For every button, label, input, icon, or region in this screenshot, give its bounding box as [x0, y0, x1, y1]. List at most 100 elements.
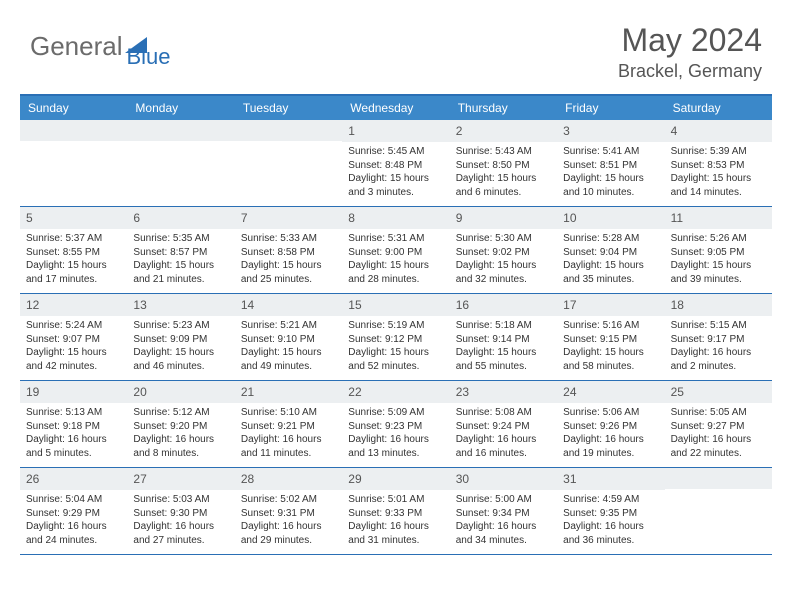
day-number: 14 — [235, 294, 342, 316]
sunrise-line: Sunrise: 5:10 AM — [241, 406, 336, 420]
day-body: Sunrise: 5:23 AMSunset: 9:09 PMDaylight:… — [127, 316, 234, 377]
sunset-line: Sunset: 9:35 PM — [563, 507, 658, 521]
day-cell: 5Sunrise: 5:37 AMSunset: 8:55 PMDaylight… — [20, 207, 127, 293]
day-body: Sunrise: 5:10 AMSunset: 9:21 PMDaylight:… — [235, 403, 342, 464]
sunset-line: Sunset: 9:33 PM — [348, 507, 443, 521]
day-number: 17 — [557, 294, 664, 316]
day-body: Sunrise: 5:39 AMSunset: 8:53 PMDaylight:… — [665, 142, 772, 203]
day-body: Sunrise: 5:08 AMSunset: 9:24 PMDaylight:… — [450, 403, 557, 464]
day-cell: 31Sunrise: 4:59 AMSunset: 9:35 PMDayligh… — [557, 468, 664, 554]
weekday-fri: Friday — [557, 96, 664, 120]
weekday-sat: Saturday — [665, 96, 772, 120]
sunset-line: Sunset: 9:04 PM — [563, 246, 658, 260]
day-body: Sunrise: 5:31 AMSunset: 9:00 PMDaylight:… — [342, 229, 449, 290]
day-body: Sunrise: 5:37 AMSunset: 8:55 PMDaylight:… — [20, 229, 127, 290]
day-number: 30 — [450, 468, 557, 490]
day-number: 15 — [342, 294, 449, 316]
empty-cell — [665, 468, 772, 554]
day-body: Sunrise: 5:43 AMSunset: 8:50 PMDaylight:… — [450, 142, 557, 203]
day-cell: 11Sunrise: 5:26 AMSunset: 9:05 PMDayligh… — [665, 207, 772, 293]
day-body: Sunrise: 5:12 AMSunset: 9:20 PMDaylight:… — [127, 403, 234, 464]
weekday-thu: Thursday — [450, 96, 557, 120]
day-cell: 22Sunrise: 5:09 AMSunset: 9:23 PMDayligh… — [342, 381, 449, 467]
day-cell: 3Sunrise: 5:41 AMSunset: 8:51 PMDaylight… — [557, 120, 664, 206]
day-body: Sunrise: 5:01 AMSunset: 9:33 PMDaylight:… — [342, 490, 449, 551]
day-number: 27 — [127, 468, 234, 490]
daylight-line: Daylight: 16 hours and 31 minutes. — [348, 520, 443, 547]
day-body: Sunrise: 5:05 AMSunset: 9:27 PMDaylight:… — [665, 403, 772, 464]
daylight-line: Daylight: 15 hours and 21 minutes. — [133, 259, 228, 286]
sunrise-line: Sunrise: 5:45 AM — [348, 145, 443, 159]
day-cell: 15Sunrise: 5:19 AMSunset: 9:12 PMDayligh… — [342, 294, 449, 380]
day-body: Sunrise: 5:00 AMSunset: 9:34 PMDaylight:… — [450, 490, 557, 551]
sunset-line: Sunset: 9:02 PM — [456, 246, 551, 260]
daylight-line: Daylight: 15 hours and 32 minutes. — [456, 259, 551, 286]
day-cell: 17Sunrise: 5:16 AMSunset: 9:15 PMDayligh… — [557, 294, 664, 380]
daylight-line: Daylight: 16 hours and 11 minutes. — [241, 433, 336, 460]
sunset-line: Sunset: 9:23 PM — [348, 420, 443, 434]
day-number: 4 — [665, 120, 772, 142]
sunset-line: Sunset: 9:20 PM — [133, 420, 228, 434]
sunset-line: Sunset: 9:26 PM — [563, 420, 658, 434]
daylight-line: Daylight: 15 hours and 10 minutes. — [563, 172, 658, 199]
day-cell: 19Sunrise: 5:13 AMSunset: 9:18 PMDayligh… — [20, 381, 127, 467]
daylight-line: Daylight: 15 hours and 42 minutes. — [26, 346, 121, 373]
sunset-line: Sunset: 9:30 PM — [133, 507, 228, 521]
sunrise-line: Sunrise: 5:08 AM — [456, 406, 551, 420]
weekday-tue: Tuesday — [235, 96, 342, 120]
sunrise-line: Sunrise: 5:02 AM — [241, 493, 336, 507]
sunset-line: Sunset: 8:48 PM — [348, 159, 443, 173]
sunset-line: Sunset: 9:05 PM — [671, 246, 766, 260]
day-number: 3 — [557, 120, 664, 142]
sunrise-line: Sunrise: 5:37 AM — [26, 232, 121, 246]
month-year: May 2024 — [618, 22, 762, 59]
day-body: Sunrise: 5:13 AMSunset: 9:18 PMDaylight:… — [20, 403, 127, 464]
empty-cell — [20, 120, 127, 206]
day-number: 18 — [665, 294, 772, 316]
sunset-line: Sunset: 9:15 PM — [563, 333, 658, 347]
daylight-line: Daylight: 15 hours and 6 minutes. — [456, 172, 551, 199]
day-cell: 1Sunrise: 5:45 AMSunset: 8:48 PMDaylight… — [342, 120, 449, 206]
daylight-line: Daylight: 15 hours and 35 minutes. — [563, 259, 658, 286]
sunrise-line: Sunrise: 5:16 AM — [563, 319, 658, 333]
day-body: Sunrise: 5:04 AMSunset: 9:29 PMDaylight:… — [20, 490, 127, 551]
sunset-line: Sunset: 9:29 PM — [26, 507, 121, 521]
day-number: 20 — [127, 381, 234, 403]
daylight-line: Daylight: 16 hours and 24 minutes. — [26, 520, 121, 547]
day-body: Sunrise: 5:45 AMSunset: 8:48 PMDaylight:… — [342, 142, 449, 203]
day-cell: 4Sunrise: 5:39 AMSunset: 8:53 PMDaylight… — [665, 120, 772, 206]
day-body: Sunrise: 5:03 AMSunset: 9:30 PMDaylight:… — [127, 490, 234, 551]
sunrise-line: Sunrise: 5:24 AM — [26, 319, 121, 333]
daylight-line: Daylight: 15 hours and 14 minutes. — [671, 172, 766, 199]
day-number: 29 — [342, 468, 449, 490]
day-number: 12 — [20, 294, 127, 316]
day-number: 13 — [127, 294, 234, 316]
day-cell: 6Sunrise: 5:35 AMSunset: 8:57 PMDaylight… — [127, 207, 234, 293]
title-block: May 2024 Brackel, Germany — [618, 22, 762, 82]
day-body: Sunrise: 5:06 AMSunset: 9:26 PMDaylight:… — [557, 403, 664, 464]
day-body: Sunrise: 5:19 AMSunset: 9:12 PMDaylight:… — [342, 316, 449, 377]
daylight-line: Daylight: 16 hours and 13 minutes. — [348, 433, 443, 460]
day-body: Sunrise: 5:30 AMSunset: 9:02 PMDaylight:… — [450, 229, 557, 290]
sunrise-line: Sunrise: 5:31 AM — [348, 232, 443, 246]
sunset-line: Sunset: 8:53 PM — [671, 159, 766, 173]
daylight-line: Daylight: 16 hours and 2 minutes. — [671, 346, 766, 373]
day-cell: 27Sunrise: 5:03 AMSunset: 9:30 PMDayligh… — [127, 468, 234, 554]
daylight-line: Daylight: 16 hours and 19 minutes. — [563, 433, 658, 460]
header: General Blue May 2024 Brackel, Germany — [0, 0, 792, 90]
day-cell: 23Sunrise: 5:08 AMSunset: 9:24 PMDayligh… — [450, 381, 557, 467]
sunset-line: Sunset: 8:50 PM — [456, 159, 551, 173]
daylight-line: Daylight: 16 hours and 29 minutes. — [241, 520, 336, 547]
day-number: 16 — [450, 294, 557, 316]
sunrise-line: Sunrise: 5:39 AM — [671, 145, 766, 159]
sunrise-line: Sunrise: 5:33 AM — [241, 232, 336, 246]
sunset-line: Sunset: 9:34 PM — [456, 507, 551, 521]
day-cell: 12Sunrise: 5:24 AMSunset: 9:07 PMDayligh… — [20, 294, 127, 380]
day-body: Sunrise: 5:28 AMSunset: 9:04 PMDaylight:… — [557, 229, 664, 290]
sunset-line: Sunset: 9:21 PM — [241, 420, 336, 434]
day-number: 25 — [665, 381, 772, 403]
day-cell: 9Sunrise: 5:30 AMSunset: 9:02 PMDaylight… — [450, 207, 557, 293]
day-number: 6 — [127, 207, 234, 229]
day-body: Sunrise: 5:09 AMSunset: 9:23 PMDaylight:… — [342, 403, 449, 464]
sunset-line: Sunset: 8:57 PM — [133, 246, 228, 260]
